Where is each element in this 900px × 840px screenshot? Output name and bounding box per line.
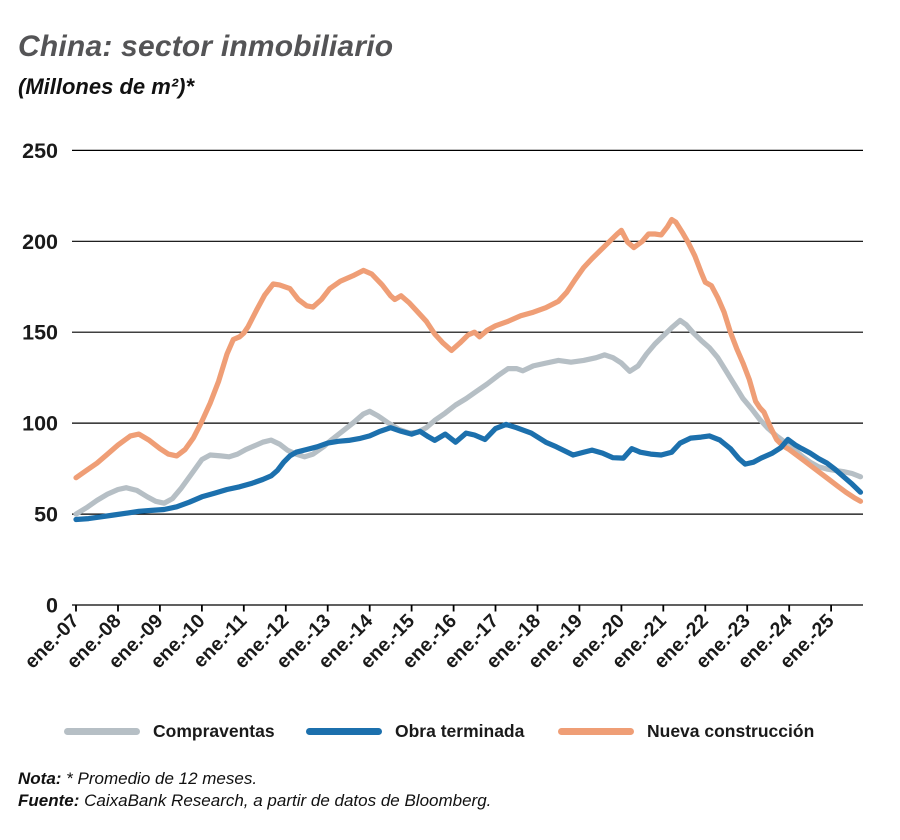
legend-item-nueva-construccion: Nueva construcción (558, 720, 814, 742)
legend-item-compraventas: Compraventas (64, 720, 275, 742)
svg-text:150: 150 (22, 321, 58, 345)
legend-label: Obra terminada (395, 720, 525, 741)
nueva-construccion-line-swatch-icon (558, 727, 634, 735)
line-chart: 0 50 100 150 200 250 ene.-07 ene.-08 ene.-09 ene.… (20, 139, 864, 673)
chart-subtitle: (Millones de m²)* (18, 74, 195, 99)
svg-text:100: 100 (22, 412, 58, 436)
note-line: Nota: * Promedio de 12 meses. (18, 768, 491, 790)
svg-text:250: 250 (22, 139, 58, 163)
chart-svg: 050100150200250ene.-07ene.-08ene.-09ene.… (20, 139, 864, 673)
svg-text:200: 200 (22, 230, 58, 254)
chart-footnotes: Nota: * Promedio de 12 meses. Fuente: Ca… (18, 768, 491, 812)
legend-label: Nueva construcción (647, 720, 815, 741)
compraventas-line-swatch-icon (64, 727, 140, 735)
obra-terminada-line-swatch-icon (306, 727, 382, 735)
source-label: Fuente: (18, 791, 80, 810)
source-text: CaixaBank Research, a partir de datos de… (79, 791, 492, 810)
svg-text:0: 0 (46, 594, 58, 618)
page-title: China: sector inmobiliario (18, 30, 394, 63)
chart-legend: Compraventas Obra terminada Nueva constr… (0, 720, 900, 750)
legend-item-obra-terminada: Obra terminada (306, 720, 524, 742)
source-line: Fuente: CaixaBank Research, a partir de … (18, 790, 491, 812)
svg-text:50: 50 (34, 503, 58, 527)
legend-label: Compraventas (153, 720, 275, 741)
note-text: * Promedio de 12 meses. (61, 769, 258, 788)
note-label: Nota: (18, 769, 62, 788)
